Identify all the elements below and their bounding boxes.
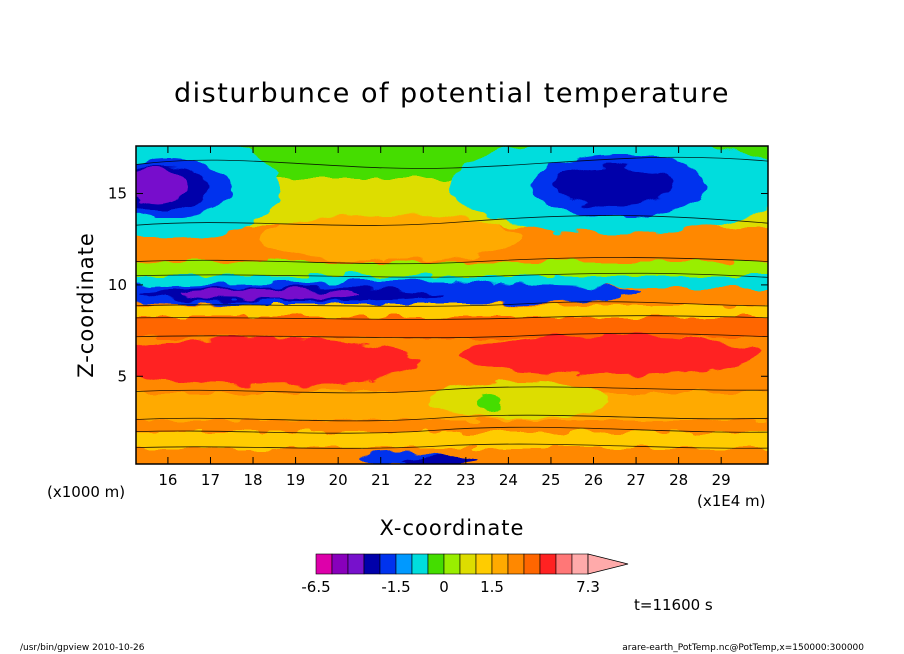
colorbar-cell	[555, 553, 573, 575]
heatmap-field	[136, 146, 768, 464]
x-unit-left: (x1000 m)	[47, 483, 125, 501]
colorbar-cell	[427, 553, 445, 575]
colorbar-cell	[475, 553, 493, 575]
x-tick-label: 22	[414, 471, 433, 489]
colorbar-label: 0	[439, 578, 449, 596]
yellow-plume	[430, 382, 610, 418]
colorbar-label: 7.3	[576, 578, 600, 596]
colorbar-cell	[459, 553, 477, 575]
x-tick-label: 23	[456, 471, 475, 489]
navy-core-right	[556, 166, 672, 206]
colorbar-label: 1.5	[480, 578, 504, 596]
colorbar-label: -1.5	[381, 578, 410, 596]
time-label: t=11600 s	[634, 596, 713, 614]
orange-tongue	[260, 216, 520, 260]
red-layer-right	[460, 335, 760, 375]
colorbar-label: -6.5	[301, 578, 330, 596]
colorbar-cell	[507, 553, 525, 575]
y-tick-label: 15	[108, 185, 127, 203]
band-orange-7	[136, 317, 768, 337]
x-tick-label: 27	[627, 471, 646, 489]
colorbar-cell	[331, 553, 349, 575]
x-axis: 16 17 18 19 20 21 22 23 24 25 26 27 28 29	[158, 146, 731, 489]
x-tick-label: 18	[243, 471, 262, 489]
x-tick-label: 17	[201, 471, 220, 489]
colorbar-cell	[411, 553, 429, 575]
colorbar-cell	[315, 553, 333, 575]
red-layer-left	[136, 338, 420, 386]
colorbar-cell	[491, 553, 509, 575]
y-tick-label: 10	[108, 276, 127, 294]
contour-lines	[136, 156, 768, 449]
x-tick-label: 24	[499, 471, 518, 489]
band-orange-0	[136, 448, 768, 464]
purple-layer-10	[180, 289, 360, 299]
y-tick-label: 5	[117, 367, 127, 385]
colorbar-cell	[363, 553, 381, 575]
green-plume	[476, 394, 504, 410]
x-tick-label: 28	[669, 471, 688, 489]
purple-core-left	[136, 168, 186, 204]
x-tick-label: 21	[371, 471, 390, 489]
colorbar-cell	[539, 553, 557, 575]
x-tick-label: 19	[286, 471, 305, 489]
band-yellow-1	[136, 432, 768, 448]
y-axis-label: Z-coordinate	[74, 232, 98, 378]
y-axis: 5 10 15	[108, 185, 768, 385]
x-unit-right: (x1E4 m)	[697, 492, 766, 510]
x-tick-label: 20	[329, 471, 348, 489]
band-green-10	[136, 262, 768, 276]
plot-frame	[135, 145, 769, 465]
band-yellow-8	[136, 305, 768, 317]
surface-navy	[404, 457, 476, 464]
footer-left: /usr/bin/gpview 2010-10-26	[20, 643, 145, 653]
footer-right: arare-earth_PotTemp.nc@PotTemp,x=150000:…	[622, 643, 864, 653]
x-tick-label: 26	[584, 471, 603, 489]
colorbar-cell	[379, 553, 397, 575]
colorbar-arrow	[587, 553, 629, 575]
colorbar-cell	[347, 553, 365, 575]
colorbar-cell	[395, 553, 413, 575]
x-tick-label: 29	[712, 471, 731, 489]
chart-title: disturbunce of potential temperature	[174, 78, 730, 109]
x-axis-label: X-coordinate	[380, 516, 525, 540]
colorbar-labels: -6.5 -1.5 0 1.5 7.3	[301, 578, 600, 596]
colorbar-cell	[571, 553, 589, 575]
x-tick-label: 25	[541, 471, 560, 489]
x-tick-label: 16	[158, 471, 177, 489]
colorbar	[315, 553, 629, 575]
colorbar-cell	[443, 553, 461, 575]
colorbar-cell	[523, 553, 541, 575]
